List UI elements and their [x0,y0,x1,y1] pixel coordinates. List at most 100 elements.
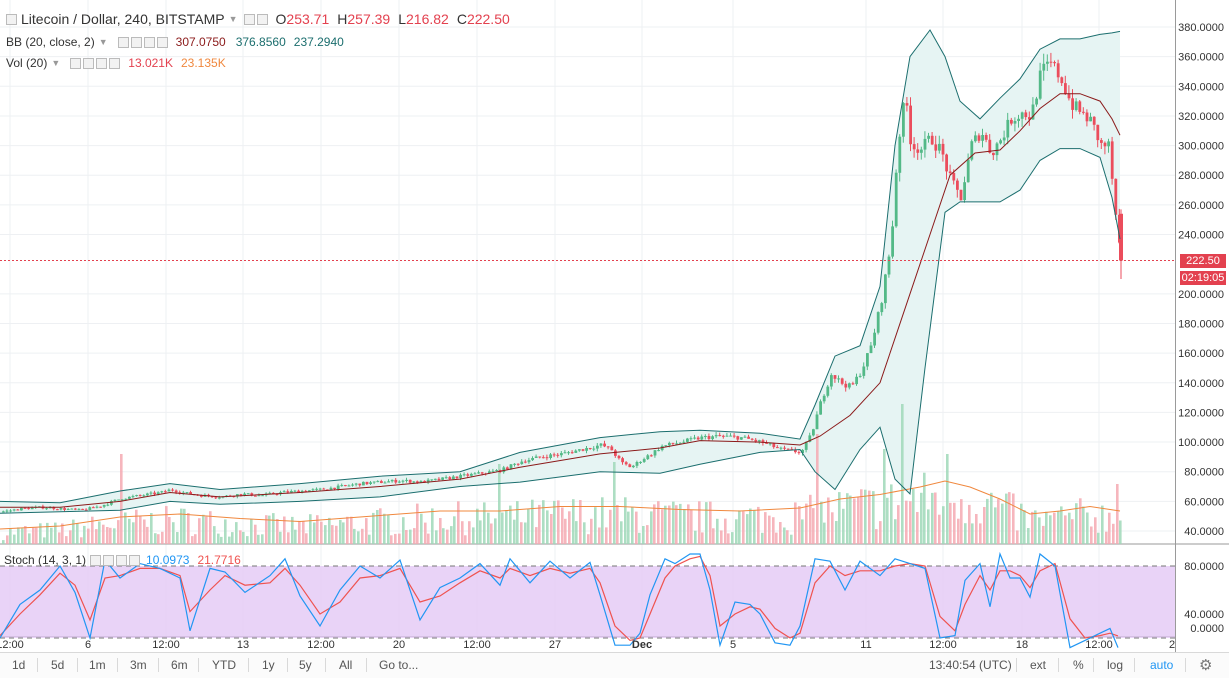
volume-bar [242,531,245,544]
candle-body [268,492,272,494]
candles [2,52,1123,513]
candle-body [542,457,545,459]
volume-bar [450,526,453,544]
volume-bar [87,528,90,544]
chevron-down-icon[interactable]: ▼ [228,14,238,24]
volume-bar [886,497,889,544]
volume-bar [2,540,5,544]
stoch-d-value: 21.7716 [197,553,241,567]
range-1y[interactable]: 1y [262,658,275,672]
volume-bar [557,500,560,544]
settings-icon[interactable] [83,57,95,69]
bb-mid-line [0,93,1121,508]
gear-icon[interactable]: ⚙ [1199,657,1213,674]
candle-body [174,490,178,493]
bollinger-fill [0,30,1120,514]
candle-body [887,256,891,275]
candle-body [477,472,480,474]
bb-upper-line [0,29,1121,504]
candle-body [1100,140,1103,143]
range-6m[interactable]: 6m [171,658,188,672]
candle-body [462,474,466,476]
clock[interactable]: 13:40:54 (UTC) [929,658,1012,672]
range-1m[interactable]: 1m [89,658,106,672]
settings-icon[interactable] [256,13,268,25]
volume-bar [790,534,793,544]
candle-body [938,143,941,151]
candle-body [592,448,596,450]
open-label: O [275,11,287,27]
volume-bar [1075,503,1078,544]
stochastic-pane [0,551,1175,649]
volume-bar [124,512,127,544]
volume-bar [427,533,430,544]
volume-bar [446,529,449,544]
eye-icon[interactable] [70,57,82,69]
candle-body [556,454,560,456]
range-3m[interactable]: 3m [130,658,147,672]
auto-toggle[interactable]: auto [1150,658,1174,672]
volume-bar [350,516,353,544]
range-all[interactable]: All [339,658,353,672]
close-icon[interactable] [129,554,141,566]
volume-bar [587,534,590,544]
candle-body [761,440,765,443]
plus-icon[interactable] [116,554,128,566]
volume-bar [398,533,401,544]
candle-body [909,105,912,145]
candle-body [444,477,448,479]
bb-name[interactable]: BB (20, close, 2) [6,35,95,49]
candle-body [678,442,682,444]
price-tick-label: 80.0000 [1184,467,1224,479]
stoch-name[interactable]: Stoch (14, 3, 1) [4,553,87,567]
price-tick-label: 380.0000 [1178,22,1224,34]
eye-icon[interactable] [117,36,129,48]
candle-body [290,491,293,493]
collapse-icon[interactable] [6,13,17,25]
volume-bar [846,493,849,544]
volume-bar [409,529,412,544]
candle-body [1010,119,1013,124]
chevron-down-icon[interactable]: ▼ [98,37,108,47]
volume-bar [712,528,715,544]
price-axis[interactable]: 380.0000 360.0000 340.0000 320.0000 300.0000… [1178,22,1224,635]
candle-body [729,435,732,437]
close-icon[interactable] [109,57,121,69]
percent-toggle[interactable]: % [1073,658,1084,672]
symbol-title[interactable]: Litecoin / Dollar, 240, BITSTAMP [21,11,225,27]
range-ytd[interactable]: YTD [212,658,236,672]
close-icon[interactable] [156,36,168,48]
candle-body [81,508,84,510]
candle-body [412,481,416,483]
chevron-down-icon[interactable]: ▼ [51,58,61,68]
volume-bar [1105,531,1108,544]
range-5y[interactable]: 5y [299,658,312,672]
time-axis[interactable]: 12:00 6 12:00 13 12:00 20 12:00 27 Dec 5 11 12:00 18… [0,639,1175,651]
eye-icon[interactable] [243,13,255,25]
candle-body [639,461,642,463]
plus-icon[interactable] [96,57,108,69]
candle-body [419,480,423,483]
ext-toggle[interactable]: ext [1030,658,1047,672]
goto-button[interactable]: Go to... [379,658,419,672]
volume-bar [65,536,68,544]
log-toggle[interactable]: log [1107,658,1124,672]
candle-body [185,492,189,494]
volume-bar [875,529,878,544]
plus-icon[interactable] [143,36,155,48]
candle-body [48,507,52,509]
eye-icon[interactable] [90,554,102,566]
low-label: L [398,11,406,27]
candle-body [1119,213,1123,261]
vol-name[interactable]: Vol (20) [6,56,48,70]
range-1d[interactable]: 1d [12,658,26,672]
volume-bar [1020,503,1023,544]
candle-body [1020,112,1024,119]
candle-body [707,436,711,439]
settings-icon[interactable] [130,36,142,48]
range-5d[interactable]: 5d [51,658,65,672]
volume-bar [779,522,782,544]
candle-body [426,479,430,483]
settings-icon[interactable] [103,554,115,566]
